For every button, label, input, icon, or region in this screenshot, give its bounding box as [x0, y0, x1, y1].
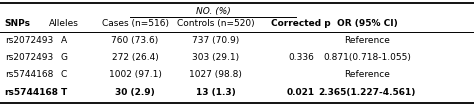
Text: 0.871(0.718-1.055): 0.871(0.718-1.055) [323, 53, 411, 62]
Text: Cases (n=516): Cases (n=516) [101, 19, 169, 28]
Text: rs2072493: rs2072493 [5, 53, 53, 62]
Text: 30 (2.9): 30 (2.9) [115, 88, 155, 97]
Text: Corrected p: Corrected p [271, 19, 331, 28]
Text: Reference: Reference [345, 70, 390, 79]
Text: rs5744168: rs5744168 [5, 70, 53, 79]
Text: OR (95% CI): OR (95% CI) [337, 19, 398, 28]
Text: A: A [61, 36, 67, 45]
Text: 1027 (98.8): 1027 (98.8) [189, 70, 242, 79]
Text: 0.336: 0.336 [288, 53, 314, 62]
Text: 737 (70.9): 737 (70.9) [192, 36, 239, 45]
Text: 0.021: 0.021 [287, 88, 315, 97]
Text: rs5744168: rs5744168 [5, 88, 59, 97]
Text: 13 (1.3): 13 (1.3) [196, 88, 236, 97]
Text: 760 (73.6): 760 (73.6) [111, 36, 159, 45]
Text: G: G [61, 53, 67, 62]
Text: C: C [61, 70, 67, 79]
Text: Alleles: Alleles [49, 19, 79, 28]
Text: 2.365(1.227-4.561): 2.365(1.227-4.561) [319, 88, 416, 97]
Text: SNPs: SNPs [5, 19, 31, 28]
Text: NO. (%): NO. (%) [196, 7, 231, 16]
Text: rs2072493: rs2072493 [5, 36, 53, 45]
Text: Controls (n=520): Controls (n=520) [177, 19, 255, 28]
Text: T: T [61, 88, 67, 97]
Text: Reference: Reference [345, 36, 390, 45]
Text: 1002 (97.1): 1002 (97.1) [109, 70, 162, 79]
Text: 303 (29.1): 303 (29.1) [192, 53, 239, 62]
Text: 272 (26.4): 272 (26.4) [112, 53, 158, 62]
